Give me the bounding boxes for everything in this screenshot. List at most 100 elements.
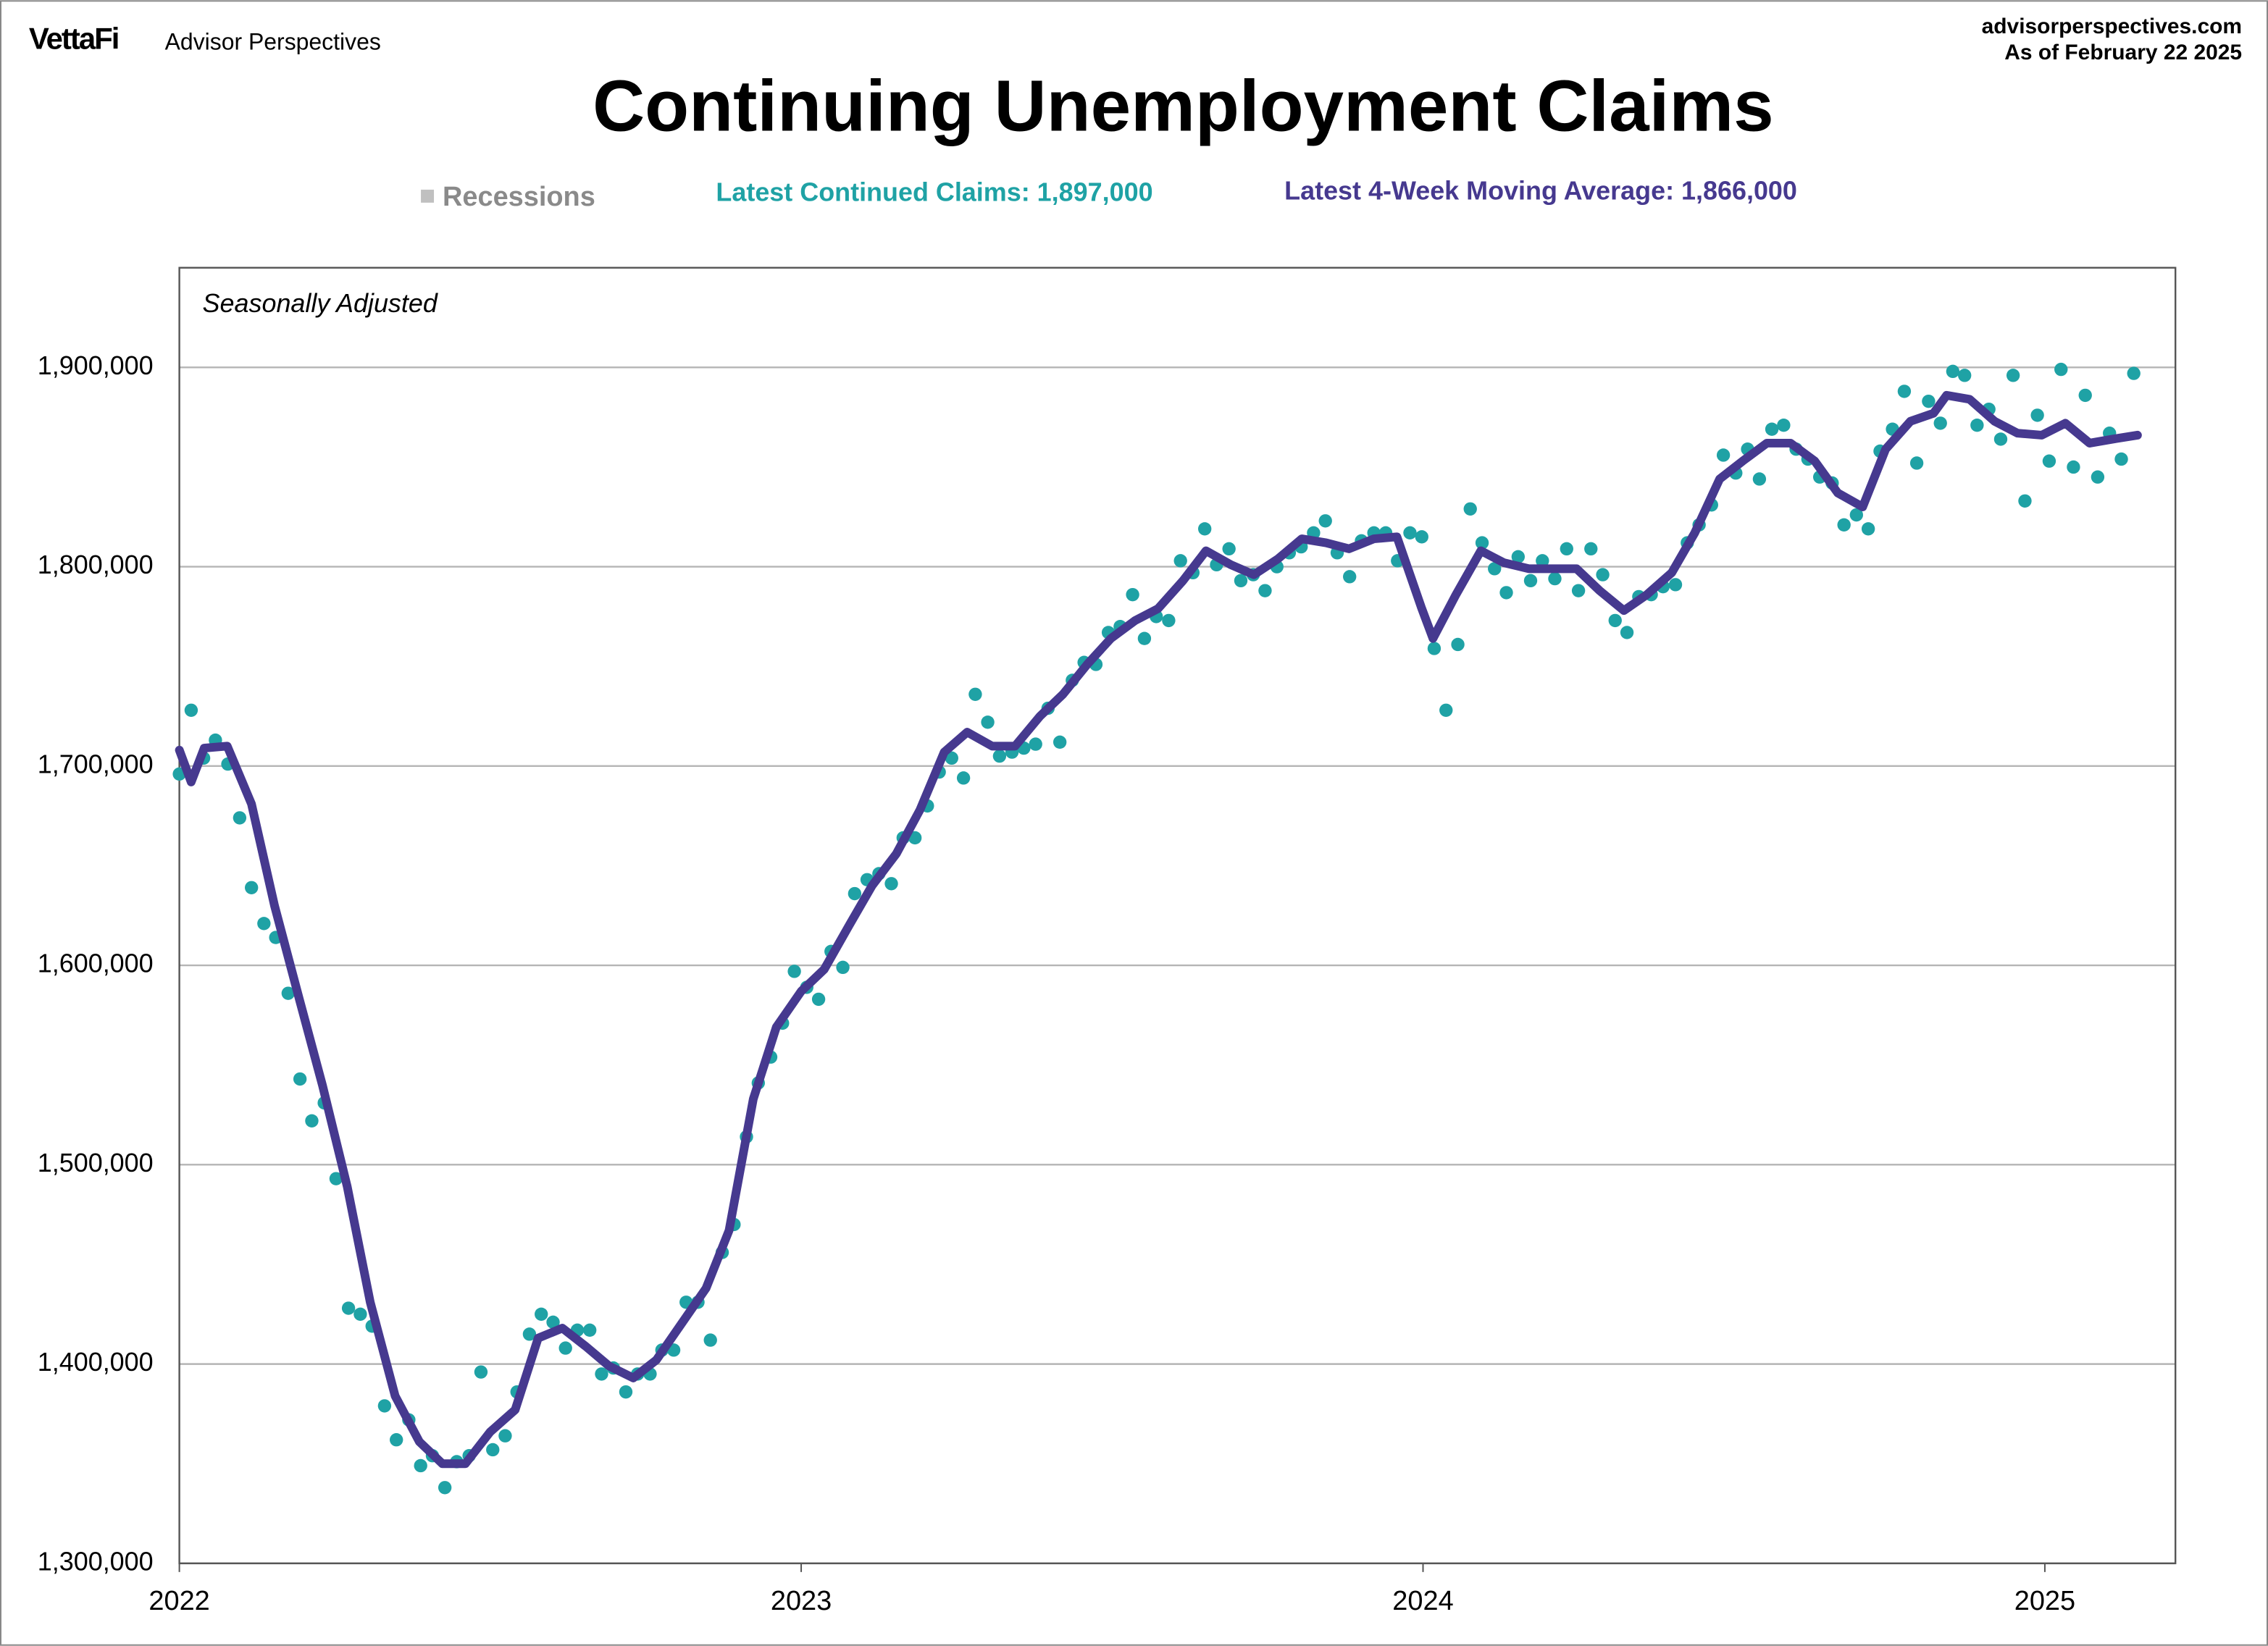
claims-dot (1053, 735, 1067, 749)
claims-dot (257, 917, 271, 931)
y-tick-label: 1,900,000 (38, 350, 154, 380)
claims-dot (595, 1367, 608, 1381)
claims-dot (1162, 613, 1176, 628)
y-tick-label: 1,500,000 (38, 1148, 154, 1177)
claims-dot (233, 811, 247, 825)
claims-dot (1197, 522, 1212, 536)
claims-dot (1403, 526, 1417, 539)
claims-dot (1137, 631, 1152, 645)
claims-dot (1415, 530, 1428, 544)
publisher: Advisor Perspectives (165, 29, 381, 55)
claims-dot (2030, 408, 2044, 422)
moving-average-line (175, 390, 2142, 1469)
site: advisorperspectives.com (1982, 14, 2242, 38)
claims-dot (1765, 422, 1779, 436)
claims-dot (2091, 470, 2105, 484)
claims-dot (486, 1443, 500, 1457)
as-of: As of February 22 2025 (2004, 41, 2242, 64)
claims-dot (522, 1327, 537, 1341)
claims-dot (2018, 494, 2032, 508)
claims-dot (956, 771, 971, 785)
claims-dot (498, 1429, 512, 1443)
claims-dot (811, 992, 826, 1007)
claims-dot (1571, 584, 1586, 597)
claims-dot (1897, 385, 1912, 398)
claims-dot (908, 831, 922, 845)
claims-dot (281, 986, 296, 1000)
claims-dot (1596, 568, 1610, 581)
claims-dot (1861, 522, 1875, 536)
claims-dot (329, 1172, 343, 1185)
claims-dot (244, 881, 259, 894)
claims-dot (884, 877, 898, 891)
claims-dot (1970, 418, 1984, 432)
y-tick-label: 1,700,000 (38, 749, 154, 778)
claims-dot (1343, 570, 1357, 584)
claims-dot (1029, 737, 1042, 751)
claims-dot (1451, 637, 1465, 652)
claims-dot (1126, 587, 1139, 602)
claims-dot (1258, 584, 1272, 597)
claims-dot (2006, 369, 2020, 382)
claims-dot (1958, 369, 1972, 382)
claims-dot (703, 1333, 717, 1347)
claims-dot (438, 1481, 452, 1495)
claims-dot (1752, 472, 1767, 486)
claims-dot (968, 687, 982, 701)
claims-dot (619, 1385, 633, 1399)
x-tick-label: 2025 (2014, 1586, 2075, 1616)
claims-dot (341, 1301, 356, 1315)
claims-dot (992, 749, 1007, 763)
claims-dot (184, 703, 198, 717)
claims-dot (546, 1315, 560, 1329)
claims-dot (1463, 502, 1477, 516)
claims-dot (1993, 432, 2008, 446)
claims-dot (1560, 542, 1573, 556)
claims-dot (1933, 416, 1947, 430)
claims-dot (414, 1458, 427, 1473)
claims-dot (535, 1307, 548, 1321)
claims-dot (1234, 574, 1248, 588)
claims-dot (1922, 394, 1936, 408)
claims-dot (1777, 418, 1791, 432)
y-tick-label: 1,400,000 (38, 1347, 154, 1377)
legend-label: Latest 4-Week Moving Average: 1,866,000 (1284, 175, 1797, 205)
claims-dot (981, 715, 995, 729)
claims-dot (1173, 554, 1187, 568)
claims-dot (2042, 454, 2056, 468)
brand: VettaFi (29, 21, 118, 55)
claims-dot (1222, 542, 1236, 556)
claims-dot (558, 1341, 572, 1355)
claims-dot (1499, 586, 1513, 600)
legend-swatch (421, 189, 435, 203)
claims-dot (582, 1323, 597, 1338)
claims-dot (1608, 613, 1622, 628)
claims-dot (1946, 364, 1960, 379)
claims-dot (2127, 366, 2141, 380)
claims-dot (787, 965, 801, 978)
x-tick-label: 2024 (1392, 1586, 1453, 1616)
claims-dot (1849, 508, 1864, 522)
claims-dot (2067, 460, 2080, 474)
claims-dot (377, 1399, 392, 1413)
claims-dot (836, 960, 850, 975)
y-tick-label: 1,600,000 (38, 949, 154, 978)
claims-dot (1475, 536, 1489, 550)
claims-dot (1584, 542, 1598, 556)
chart-title: Continuing Unemployment Claims (593, 66, 1774, 146)
y-tick-label: 1,800,000 (38, 550, 154, 579)
claims-dot (1523, 574, 1538, 588)
claims-dot (293, 1072, 307, 1086)
claims-dot (1620, 626, 1634, 639)
claims-dot (1439, 703, 1453, 717)
claims-dot (945, 751, 958, 765)
claims-dot (1548, 571, 1562, 586)
x-tick-label: 2023 (771, 1586, 832, 1616)
claims-dot (848, 886, 862, 901)
claims-dot (1716, 448, 1731, 462)
claims-dot (1488, 562, 1502, 576)
claims-dot (305, 1114, 319, 1128)
claims-dot (1318, 514, 1332, 528)
